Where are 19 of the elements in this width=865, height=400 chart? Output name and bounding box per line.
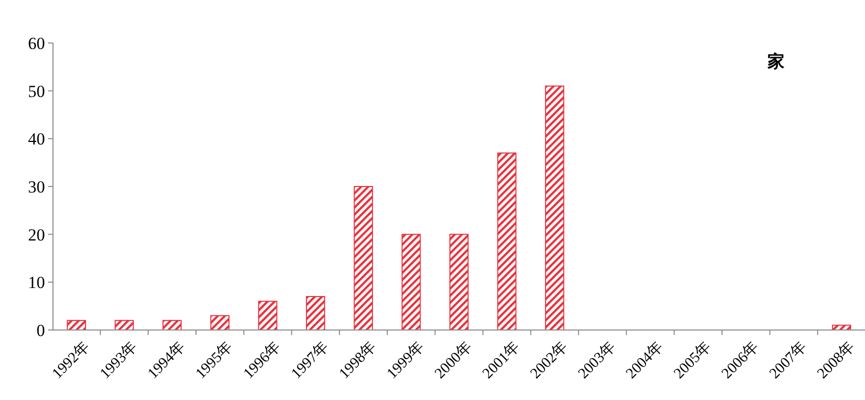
y-tick-label: 60 [28,34,45,53]
bar [306,296,326,330]
bar [210,315,230,330]
bar [114,320,134,330]
bar [449,234,469,330]
bar [258,300,278,330]
bar [497,152,516,330]
bar [66,320,86,330]
y-tick-label: 30 [28,177,45,196]
bar [545,86,564,330]
y-tick-label: 0 [36,320,45,340]
y-tick-label: 50 [28,82,45,101]
annotation: 家 [766,52,784,71]
y-tick-label: 20 [28,225,45,244]
y-tick-label: 10 [28,273,45,292]
bar [162,320,182,330]
y-tick-label: 40 [28,130,45,149]
bar [402,234,421,330]
bar [354,186,373,330]
